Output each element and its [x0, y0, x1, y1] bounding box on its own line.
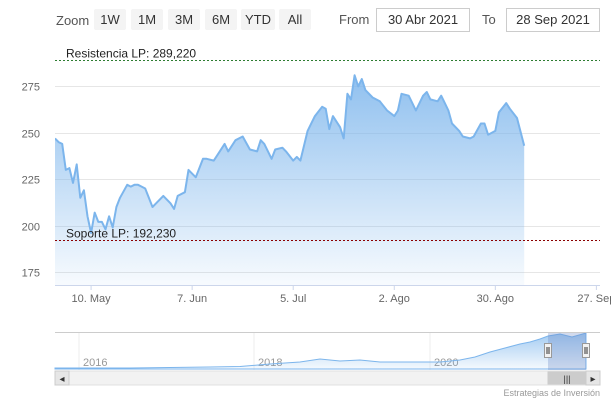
scrollbar-grip-icon: |||	[563, 374, 570, 384]
range-button-ytd[interactable]: YTD	[241, 9, 275, 30]
x-tick-label: 30. Ago	[477, 293, 514, 305]
navigator-selection[interactable]	[548, 332, 586, 370]
range-button-1w[interactable]: 1W	[94, 9, 126, 30]
credits-label: Estrategias de Inversión	[503, 388, 600, 398]
range-button-label: YTD	[245, 12, 271, 27]
x-tick-label: 27. Sep	[577, 293, 611, 305]
y-tick-label: 175	[22, 268, 40, 280]
navigator-handle-left[interactable]	[544, 343, 552, 358]
navigator-area	[54, 332, 587, 370]
y-tick-label: 275	[22, 82, 40, 94]
zoom-label: Zoom	[56, 13, 89, 28]
scrollbar-left-arrow-icon: ◂	[59, 374, 64, 385]
y-axis: 175 200 225 250 275	[22, 82, 40, 280]
to-date-input[interactable]: 28 Sep 2021	[506, 8, 600, 32]
navigator-mask-left	[55, 332, 548, 370]
range-button-label: All	[288, 12, 303, 27]
range-button-label: 1W	[100, 12, 120, 27]
x-tick-label: 2. Ago	[379, 293, 410, 305]
scrollbar-track[interactable]	[54, 370, 601, 386]
price-area	[55, 75, 525, 285]
y-tick-label: 200	[22, 222, 40, 234]
x-axis: 10. May 7. Jun 5. Jul 2. Ago 30. Ago 27. Sep	[72, 285, 611, 305]
reference-lines: Resistencia LP: 289,220 Soporte LP: 192,2…	[55, 47, 600, 241]
range-selector: Zoom 1W 1M 3M 6M YTD All From 30 Abr 202	[56, 8, 600, 32]
range-button-label: 3M	[175, 12, 193, 27]
range-button-all[interactable]: All	[279, 9, 311, 30]
x-tick-label: 7. Jun	[177, 293, 207, 305]
range-button-3m[interactable]: 3M	[168, 9, 200, 30]
from-date-input[interactable]: 30 Abr 2021	[376, 8, 470, 32]
range-button-label: 6M	[212, 12, 230, 27]
x-tick-label: 10. May	[72, 293, 112, 305]
to-date-value: 28 Sep 2021	[516, 12, 590, 27]
from-label: From	[339, 12, 369, 27]
to-label: To	[482, 12, 496, 27]
range-button-6m[interactable]: 6M	[205, 9, 237, 30]
from-date-value: 30 Abr 2021	[388, 12, 458, 27]
price-line	[55, 74, 526, 234]
range-button-label: 1M	[138, 12, 156, 27]
x-tick-label: 5. Jul	[280, 293, 306, 305]
scrollbar-left-button[interactable]: ◂	[54, 370, 70, 386]
navigator: 201620182020	[54, 332, 600, 370]
y-tick-label: 225	[22, 175, 40, 187]
scrollbar[interactable]: ◂ ||| ▸	[54, 370, 601, 386]
scrollbar-right-button[interactable]: ▸	[585, 370, 601, 386]
support-label: Soporte LP: 192,230	[66, 227, 176, 241]
scrollbar-right-arrow-icon: ▸	[590, 374, 595, 385]
navigator-handle-right[interactable]	[582, 343, 590, 358]
resistance-label: Resistencia LP: 289,220	[66, 47, 196, 61]
navigator-year-label: 2016	[83, 357, 107, 369]
y-tick-label: 250	[22, 129, 40, 141]
range-button-1m[interactable]: 1M	[131, 9, 163, 30]
